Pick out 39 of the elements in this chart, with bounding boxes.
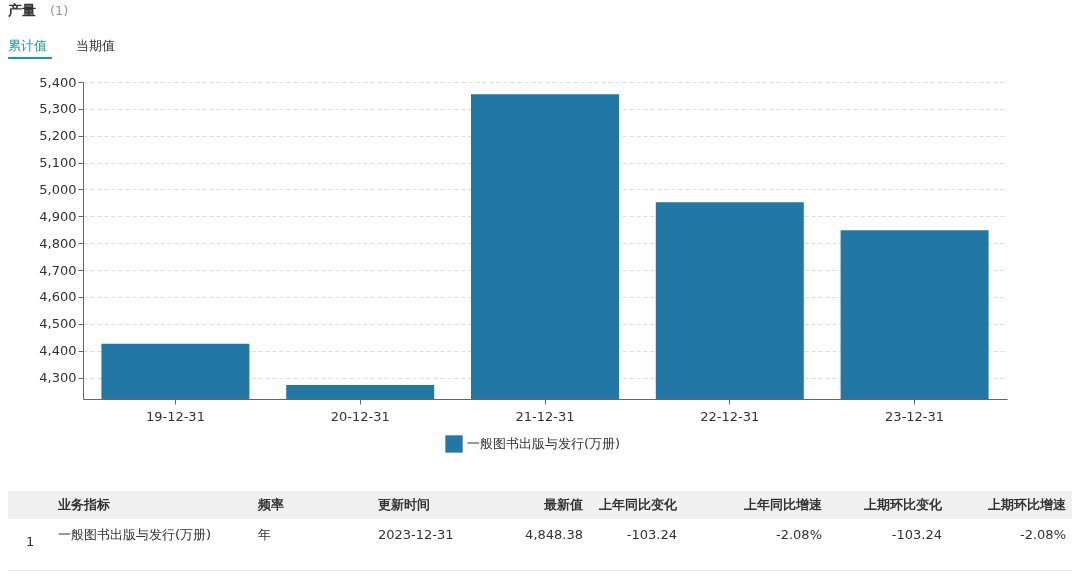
- y-tick-label: 5,400: [39, 74, 77, 90]
- text: 2023-12-31: [378, 527, 454, 542]
- y-tick-label: 4,900: [39, 208, 77, 224]
- x-tick-label: 19-12-31: [145, 408, 205, 424]
- y-tick-label: 4,800: [39, 235, 77, 251]
- y-tick-label: 4,400: [39, 343, 77, 359]
- text: 上年同比变化: [598, 497, 678, 512]
- text: 业务指标: [57, 497, 110, 512]
- x-tick-label: 20-12-31: [330, 408, 390, 424]
- y-tick-label: 4,700: [39, 262, 77, 278]
- y-tick-label: 4,300: [39, 370, 77, 386]
- text: (1): [50, 3, 69, 18]
- x-tick-label: 22-12-31: [700, 408, 760, 424]
- y-tick-label: 5,200: [39, 128, 77, 144]
- y-tick-label: 5,300: [39, 101, 77, 117]
- y-tick-label: 5,100: [39, 155, 77, 171]
- y-tick-label: 4,600: [39, 289, 77, 305]
- text: 频率: [257, 497, 284, 512]
- text: -2.08%: [776, 527, 822, 542]
- text: 一般图书出版与发行(万册): [58, 527, 212, 542]
- x-tick-label: 21-12-31: [515, 408, 575, 424]
- text: -2.08%: [1020, 527, 1066, 542]
- text: 上年同比增速: [743, 497, 823, 512]
- chart-title: 产量: [7, 2, 36, 18]
- text: 累计值: [8, 38, 47, 53]
- text: 1: [26, 534, 35, 549]
- text: 最新值: [543, 497, 583, 512]
- text: -103.24: [891, 527, 942, 542]
- text: 4,848.38: [525, 527, 583, 542]
- y-tick-label: 5,000: [39, 181, 77, 197]
- x-tick-label: 23-12-31: [885, 408, 945, 424]
- legend-label: 一般图书出版与发行(万册): [467, 436, 621, 451]
- text: 年: [258, 527, 271, 542]
- text: -103.24: [626, 527, 677, 542]
- text: 上期环比增速: [987, 497, 1067, 512]
- y-tick-label: 4,500: [39, 316, 77, 332]
- text: 上期环比变化: [863, 497, 943, 512]
- text: 更新时间: [378, 497, 430, 512]
- text: 当期值: [76, 38, 115, 53]
